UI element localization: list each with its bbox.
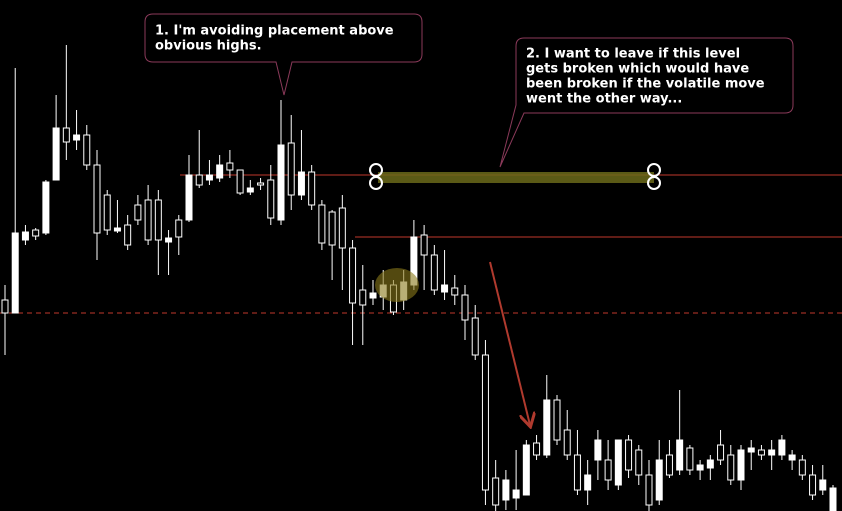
candle-body	[635, 449, 643, 476]
candle-body	[297, 171, 305, 196]
candle-body	[287, 142, 295, 196]
candle-body	[52, 127, 60, 181]
candle-body	[451, 287, 459, 296]
arrow	[489, 261, 530, 425]
annotation-text: 2. I want to leave if this level	[526, 47, 740, 62]
candle-body	[42, 181, 50, 234]
candle-body	[308, 171, 316, 206]
candle-body	[246, 187, 254, 193]
candle-body	[175, 219, 183, 238]
candle-body	[757, 449, 765, 456]
handle	[369, 176, 383, 190]
candle-body	[461, 294, 469, 321]
candles	[1, 45, 837, 511]
candle-body	[665, 454, 673, 476]
highlight-ellipse	[375, 268, 419, 302]
candle-body	[778, 439, 786, 456]
candle-body	[481, 354, 489, 491]
candle-body	[93, 164, 101, 234]
candle-body	[83, 134, 91, 166]
candle-body	[113, 227, 121, 232]
candle-body	[522, 444, 530, 496]
candle-body	[185, 174, 193, 221]
candle-body	[134, 204, 142, 221]
candle-body	[553, 399, 561, 441]
candle-body	[318, 204, 326, 244]
candle-body	[696, 464, 704, 471]
handles	[369, 163, 661, 190]
candle-body	[328, 211, 336, 246]
candle-body	[338, 207, 346, 249]
candle-body	[73, 134, 81, 141]
candle-body	[103, 194, 111, 231]
candle-body	[737, 449, 745, 481]
candle-body	[205, 174, 213, 181]
candle-body	[584, 474, 592, 491]
candle-body	[124, 224, 132, 246]
candle-body	[594, 439, 602, 461]
candle-body	[819, 479, 827, 491]
candle-body	[471, 317, 479, 356]
candle-body	[154, 199, 162, 241]
candle-body	[809, 474, 817, 496]
annotation-text: 1. I'm avoiding placement above	[155, 24, 394, 39]
candle-body	[655, 459, 663, 501]
candle-body	[706, 459, 714, 469]
callout-box	[499, 37, 794, 168]
candle-body	[543, 399, 551, 456]
candle-body	[502, 479, 510, 501]
candle-body	[369, 292, 377, 299]
candle-body	[144, 199, 152, 241]
candle-body	[11, 232, 19, 314]
candle-body	[645, 474, 653, 506]
candle-body	[717, 444, 725, 461]
candle-body	[236, 169, 244, 194]
candle-body	[195, 174, 203, 186]
candle-body	[257, 182, 265, 186]
candle-body	[21, 231, 29, 241]
candle-body	[533, 442, 541, 456]
candle-body	[768, 449, 776, 456]
candle-body	[686, 447, 694, 471]
annotation-text: went the other way...	[526, 92, 682, 107]
annotation-text: obvious highs.	[155, 39, 262, 54]
candle-body	[604, 459, 612, 481]
candle-body	[420, 234, 428, 256]
candle-body	[676, 439, 684, 471]
candle-body	[492, 477, 500, 506]
candle-body	[727, 454, 735, 481]
annotation-text: been broken if the volatile move	[526, 77, 765, 92]
candle-body	[1, 299, 9, 314]
candle-body	[216, 164, 224, 179]
candle-body	[267, 179, 275, 219]
candle-body	[359, 289, 367, 306]
candle-body	[441, 284, 449, 293]
zone-highlight	[378, 172, 654, 183]
candle-body	[165, 237, 173, 243]
candle-body	[747, 447, 755, 453]
candle-body	[573, 454, 581, 491]
candle-body	[614, 439, 622, 486]
candle-body	[62, 127, 70, 143]
candle-body	[798, 459, 806, 476]
annotation-text: gets broken which would have	[526, 62, 749, 77]
candle-body	[32, 229, 40, 237]
candle-body	[430, 254, 438, 291]
candle-body	[512, 489, 520, 499]
candle-body	[829, 487, 837, 511]
candle-body	[226, 162, 234, 171]
callout-box	[144, 13, 423, 96]
handle	[647, 176, 661, 190]
candle-body	[625, 439, 633, 471]
candle-body	[563, 429, 571, 456]
handle	[369, 163, 383, 177]
candle-body	[788, 454, 796, 461]
candle-body	[349, 247, 357, 304]
candle-body	[277, 144, 285, 221]
